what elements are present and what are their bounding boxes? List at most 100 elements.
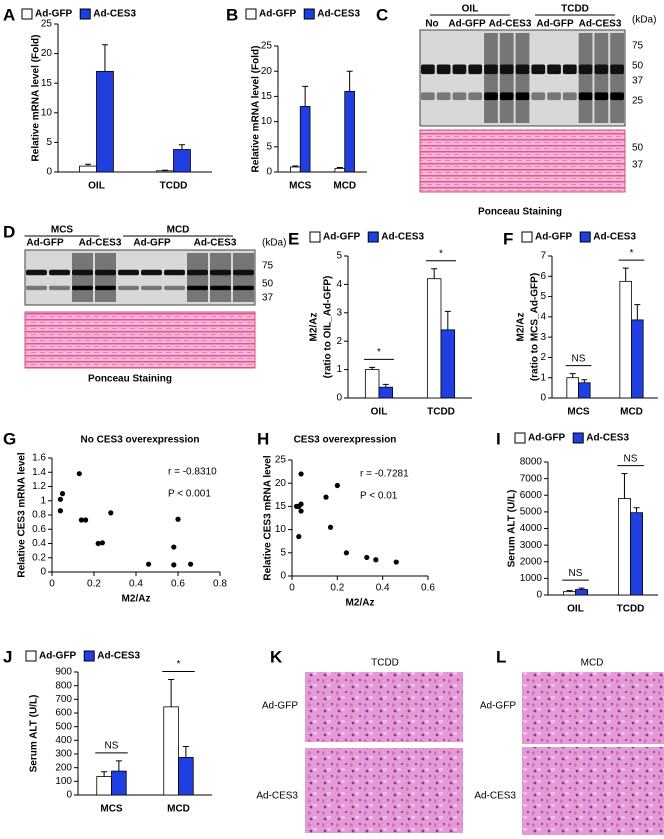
panel-letter: J [3, 647, 12, 666]
x-tick-label: MCS [567, 407, 590, 418]
significance-label: * [439, 248, 443, 259]
band [468, 92, 483, 101]
significance-label: NS [105, 740, 119, 751]
y-tick-label: 0 [280, 571, 286, 582]
band [118, 269, 139, 276]
bar [299, 106, 311, 173]
y-tick-label: 25 [275, 455, 287, 466]
legend-label: Ad-GFP [323, 232, 361, 243]
y-tick-label: 20 [41, 48, 53, 59]
significance-label: NS [624, 453, 638, 464]
band [468, 64, 483, 75]
x-tick-label: OIL [567, 604, 584, 615]
significance-label: * [377, 347, 381, 358]
panel-letter: K [270, 647, 283, 666]
band [26, 269, 47, 276]
x-axis-label: M2/Az [346, 598, 375, 609]
error-bar [346, 70, 353, 92]
band [233, 269, 254, 276]
panel-letter: B [226, 5, 238, 24]
bar [290, 166, 301, 173]
y-tick-label: 15 [275, 501, 287, 512]
error-bar [382, 383, 389, 388]
x-tick-label: OIL [88, 181, 105, 192]
band [531, 64, 546, 75]
image-title: TCDD [371, 658, 399, 669]
band [187, 285, 208, 291]
point [323, 494, 329, 500]
point [57, 508, 64, 514]
y-tick-label: 5000 [520, 507, 543, 518]
point [343, 550, 349, 556]
bar [378, 386, 394, 399]
legend-label: Ad-GFP [535, 232, 573, 243]
bar [426, 278, 442, 399]
marker-label: 50 [632, 143, 644, 154]
point [298, 508, 304, 514]
y-tick-label: 5 [336, 251, 342, 262]
legend-label: Ad-CES3 [93, 9, 136, 20]
row-label: Ad-GFP [480, 701, 516, 712]
y-axis-label: (ratio to MCS_Ad-GFP) [530, 273, 541, 381]
smear [233, 253, 254, 302]
band [578, 64, 593, 75]
annotation: r = -0.8310 [168, 467, 217, 478]
y-tick-label: 300 [55, 749, 72, 760]
row-label: Ad-CES3 [256, 791, 298, 802]
smear [72, 253, 93, 302]
y-tick-label: 8000 [520, 457, 543, 468]
point [175, 516, 181, 522]
band [499, 92, 514, 101]
row-label: Ad-GFP [262, 701, 298, 712]
lane-label: Ad-GFP [133, 238, 171, 249]
x-tick-label: 0.2 [87, 579, 101, 590]
band [452, 92, 467, 101]
point [364, 554, 370, 561]
y-axis-label: Relative CES3 mRNA level [263, 455, 274, 580]
band [95, 285, 116, 291]
y-tick-label: 6 [540, 271, 546, 282]
band [531, 92, 546, 101]
legend-swatch [572, 432, 584, 444]
smear [210, 253, 231, 302]
bar [563, 591, 576, 596]
band [72, 269, 93, 276]
y-axis-label: Relative mRNA level (Fold) [31, 35, 42, 162]
y-tick-label: 0 [336, 393, 342, 404]
legend-swatch [367, 231, 379, 243]
point [99, 540, 105, 546]
y-tick-label: 4 [336, 279, 342, 290]
lane-label: Ad-CES3 [79, 238, 122, 249]
x-axis-label: M2/Az [122, 594, 151, 605]
y-tick-label: 10 [261, 116, 273, 127]
significance-label: NS [569, 568, 583, 579]
tissue-image [522, 672, 664, 744]
bar [631, 319, 644, 399]
band [562, 92, 577, 101]
point [59, 491, 66, 497]
legend-swatch [83, 650, 95, 662]
point [83, 517, 89, 523]
error-bar [101, 771, 108, 777]
error-bar [162, 169, 169, 171]
ponceau [24, 311, 256, 369]
smear [610, 33, 624, 123]
band [452, 64, 467, 75]
x-tick-label: 0.8 [213, 579, 227, 590]
chart-title: No CES3 overexpression [81, 435, 200, 446]
bar [111, 770, 127, 796]
point [373, 557, 379, 563]
bar [79, 165, 97, 173]
group-label: TCDD [561, 4, 589, 15]
error-bar [336, 166, 343, 169]
x-tick-label: 0 [49, 579, 55, 590]
bar [178, 757, 194, 796]
y-tick-label: 0.8 [32, 510, 46, 521]
smear [95, 253, 116, 302]
x-tick-label: 0.6 [421, 583, 435, 594]
error-bar [622, 267, 629, 282]
panel-letter: H [257, 429, 269, 448]
y-tick-label: 1000 [520, 573, 543, 584]
point [393, 559, 399, 565]
y-tick-label: 4000 [520, 523, 543, 534]
